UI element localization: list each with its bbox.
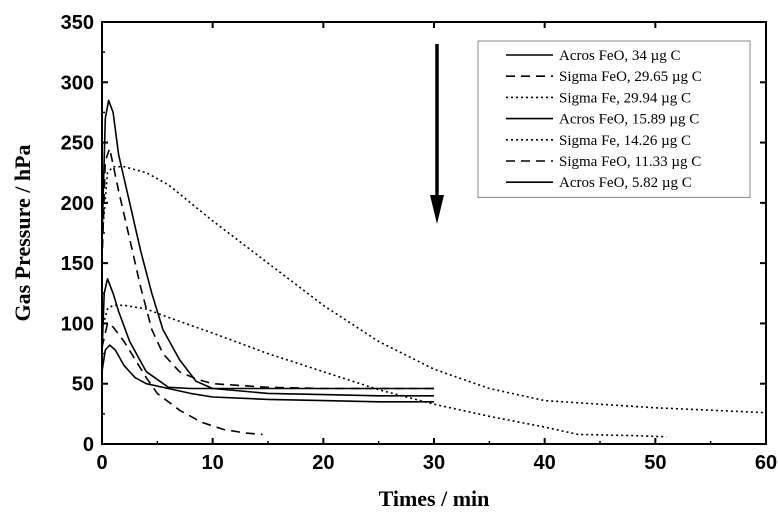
series-line-4 <box>101 277 434 390</box>
y-axis-title: Gas Pressure / hPa <box>10 144 35 321</box>
x-tick-label: 10 <box>202 452 224 474</box>
series-line-1 <box>101 99 434 397</box>
legend-label: Sigma FeO, 11.33 µg C <box>559 154 701 170</box>
x-tick-label: 0 <box>96 452 107 474</box>
y-tick-label: 150 <box>61 253 94 275</box>
x-tick-label: 40 <box>534 452 556 474</box>
x-tick-label: 30 <box>423 452 445 474</box>
series-line-2 <box>101 147 434 390</box>
y-tick-label: 250 <box>61 133 94 155</box>
y-tick-label: 350 <box>61 12 94 34</box>
series-line-5 <box>101 304 667 438</box>
legend-label: Acros FeO, 34 µg C <box>559 48 681 64</box>
plot-lines <box>101 99 767 438</box>
legend-label: Sigma Fe, 29.94 µg C <box>559 90 691 106</box>
legend: Acros FeO, 34 µg C Sigma FeO, 29.65 µg C S… <box>477 40 751 198</box>
x-tick-label: 20 <box>312 452 334 474</box>
legend-label: Sigma Fe, 14.26 µg C <box>559 133 691 149</box>
y-tick-label: 0 <box>83 434 94 456</box>
series-line-7 <box>101 344 434 403</box>
x-tick-label: 50 <box>644 452 666 474</box>
legend-label: Sigma FeO, 29.65 µg C <box>559 69 702 85</box>
axes: 0 10 20 30 40 50 60 0 50 100 150 200 250 300 350 <box>61 12 778 474</box>
x-axis-title: Times / min <box>379 486 490 511</box>
x-tick-label: 60 <box>755 452 777 474</box>
down-arrow-annotation <box>430 44 444 224</box>
y-tick-label: 100 <box>61 313 94 335</box>
y-tick-label: 300 <box>61 72 94 94</box>
y-tick-label: 50 <box>72 374 94 396</box>
series-line-6 <box>101 322 263 436</box>
legend-label: Acros FeO, 5.82 µg C <box>559 175 692 191</box>
series-line-3 <box>101 165 767 414</box>
arrow-head <box>430 195 444 224</box>
legend-label: Acros FeO, 15.89 µg C <box>559 112 699 128</box>
y-tick-label: 200 <box>61 193 94 215</box>
